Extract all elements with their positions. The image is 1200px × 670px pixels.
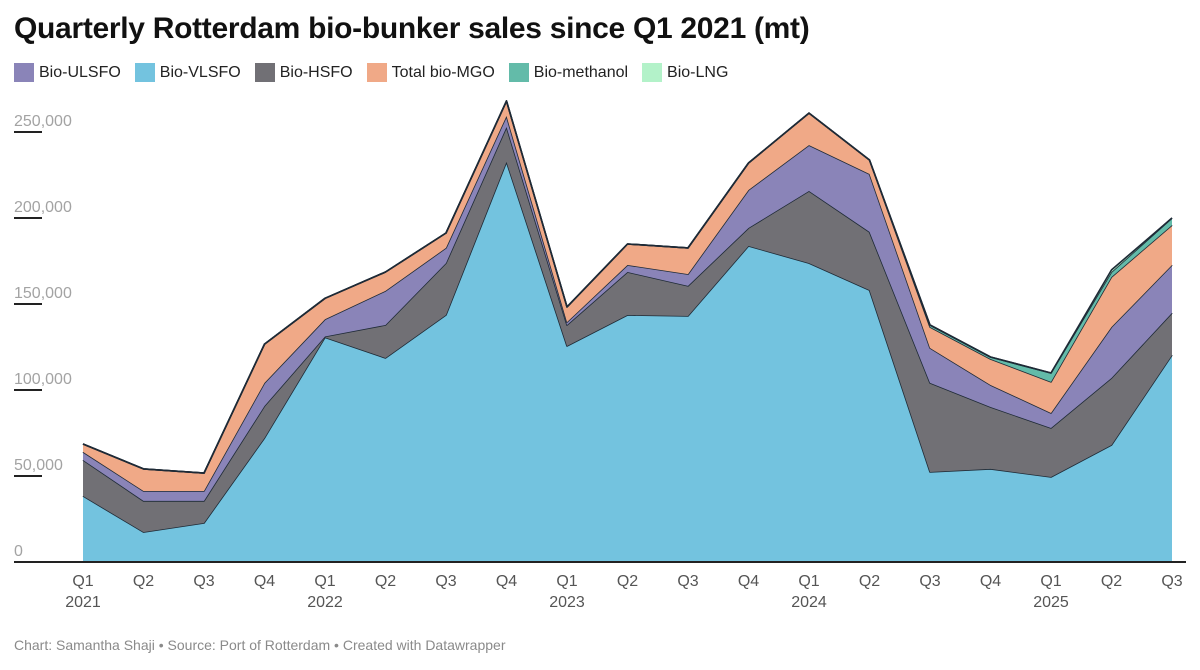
legend-item-bio-hsfo: Bio-HSFO bbox=[254, 63, 353, 82]
y-tick-label: 150,000 bbox=[14, 285, 72, 302]
y-tick: 250,000 bbox=[14, 113, 72, 133]
legend-item-bio-methanol: Bio-methanol bbox=[508, 63, 629, 82]
x-tick-label: Q3 bbox=[193, 573, 214, 590]
y-tick-label: 0 bbox=[14, 543, 23, 560]
legend: Bio-ULSFO Bio-VLSFO Bio-HSFO Total bio-MGO B… bbox=[14, 63, 742, 82]
y-tick: 150,000 bbox=[14, 285, 72, 305]
legend-label: Bio-ULSFO bbox=[39, 63, 121, 81]
legend-item-bio-vlsfo: Bio-VLSFO bbox=[134, 63, 241, 82]
x-tick-label: Q3 bbox=[919, 573, 940, 590]
chart-title: Quarterly Rotterdam bio-bunker sales sin… bbox=[14, 12, 810, 45]
x-tick-label: Q1 bbox=[556, 573, 577, 590]
x-tick-label: Q1 bbox=[314, 573, 335, 590]
legend-swatch bbox=[134, 63, 155, 82]
x-tick: Q4 bbox=[496, 573, 517, 590]
stacked-areas bbox=[82, 100, 1173, 562]
x-tick-year-label: 2022 bbox=[307, 594, 343, 611]
x-tick-label: Q3 bbox=[677, 573, 698, 590]
x-tick: Q3 bbox=[677, 573, 698, 590]
x-tick: Q4 bbox=[980, 573, 1001, 590]
legend-swatch bbox=[14, 63, 34, 82]
legend-label: Total bio-MGO bbox=[391, 63, 495, 81]
x-tick: Q2 bbox=[617, 573, 638, 590]
x-tick-label: Q4 bbox=[738, 573, 759, 590]
x-tick-label: Q2 bbox=[375, 573, 396, 590]
x-tick-year-label: 2021 bbox=[65, 594, 101, 611]
legend-item-bio-ulsfo: Bio-ULSFO bbox=[14, 63, 121, 82]
y-tick-label: 200,000 bbox=[14, 199, 72, 216]
y-tick-label: 50,000 bbox=[14, 457, 63, 474]
y-tick-label: 250,000 bbox=[14, 113, 72, 130]
x-tick: Q1 2023 bbox=[549, 573, 585, 611]
x-tick-label: Q1 bbox=[798, 573, 819, 590]
line-bio-lng bbox=[82, 100, 1173, 474]
y-tick: 200,000 bbox=[14, 199, 72, 219]
legend-swatch bbox=[642, 63, 663, 82]
legend-label: Bio-HSFO bbox=[279, 63, 353, 81]
x-tick: Q1 2025 bbox=[1033, 573, 1069, 611]
x-tick: Q3 bbox=[1161, 573, 1182, 590]
x-tick: Q1 2021 bbox=[65, 573, 101, 611]
x-tick-year-label: 2024 bbox=[791, 594, 827, 611]
x-tick: Q4 bbox=[738, 573, 759, 590]
legend-swatch bbox=[254, 63, 275, 82]
y-tick: 100,000 bbox=[14, 371, 72, 391]
legend-item-total-bio-mgo: Total bio-MGO bbox=[366, 63, 495, 82]
x-tick-label: Q3 bbox=[1161, 573, 1182, 590]
x-tick-label: Q3 bbox=[435, 573, 456, 590]
x-tick-label: Q4 bbox=[980, 573, 1001, 590]
chart-footer: Chart: Samantha Shaji • Source: Port of … bbox=[14, 637, 506, 653]
x-tick: Q4 bbox=[254, 573, 275, 590]
x-tick-label: Q2 bbox=[133, 573, 154, 590]
legend-swatch bbox=[508, 63, 529, 82]
x-axis: Q1 2021 Q2 Q3 Q4 Q1 2022 Q2 Q3 Q4 Q1 2023 Q2 Q3 Q4 Q1 20… bbox=[14, 561, 1186, 611]
legend-label: Bio-VLSFO bbox=[159, 63, 241, 81]
x-tick: Q3 bbox=[919, 573, 940, 590]
y-axis: 0 50,000 100,000 150,000 200,000 250,000 bbox=[14, 113, 72, 560]
x-tick-year-label: 2023 bbox=[549, 594, 585, 611]
legend-item-bio-lng: Bio-LNG bbox=[642, 63, 728, 82]
x-tick: Q2 bbox=[859, 573, 880, 590]
x-tick-label: Q2 bbox=[1101, 573, 1122, 590]
x-tick-label: Q4 bbox=[254, 573, 275, 590]
y-tick: 50,000 bbox=[14, 457, 63, 477]
x-tick-label: Q2 bbox=[859, 573, 880, 590]
legend-swatch bbox=[366, 63, 387, 82]
x-tick: Q2 bbox=[375, 573, 396, 590]
legend-label: Bio-LNG bbox=[667, 63, 729, 81]
x-tick: Q1 2022 bbox=[307, 573, 343, 611]
y-tick-label: 100,000 bbox=[14, 371, 72, 388]
x-tick: Q3 bbox=[193, 573, 214, 590]
x-tick-label: Q1 bbox=[1040, 573, 1061, 590]
x-tick-label: Q4 bbox=[496, 573, 517, 590]
legend-label: Bio-methanol bbox=[533, 63, 629, 81]
x-tick-year-label: 2025 bbox=[1033, 594, 1069, 611]
area-bio-vlsfo bbox=[83, 161, 1172, 562]
x-tick: Q1 2024 bbox=[791, 573, 827, 611]
y-tick: 0 bbox=[14, 543, 23, 560]
x-tick: Q2 bbox=[133, 573, 154, 590]
x-tick-label: Q1 bbox=[72, 573, 93, 590]
x-tick: Q3 bbox=[435, 573, 456, 590]
x-tick: Q2 bbox=[1101, 573, 1122, 590]
x-tick-label: Q2 bbox=[617, 573, 638, 590]
